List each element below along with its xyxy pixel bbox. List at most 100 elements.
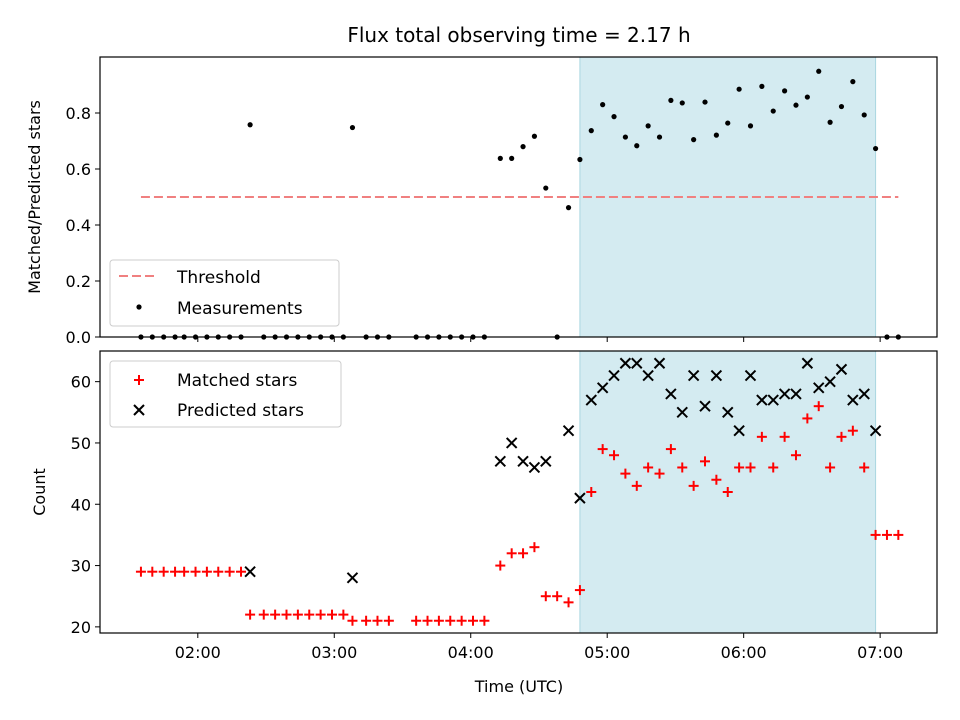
x-axis-label: Time (UTC)	[474, 677, 563, 696]
matched-star-point	[574, 585, 585, 596]
matched-star-point	[201, 566, 212, 577]
measurement-point	[782, 88, 788, 94]
matched-star-point	[790, 450, 801, 461]
predicted-star-point	[869, 424, 882, 437]
predicted-star-point	[562, 424, 575, 437]
measurement-point	[645, 123, 651, 129]
y-tick-label: 60	[71, 373, 91, 392]
predicted-star-point	[494, 455, 507, 468]
matched-star-point	[859, 462, 870, 473]
measurement-point	[838, 103, 845, 110]
legend-label: Measurements	[177, 299, 303, 319]
matched-star-point	[411, 615, 422, 626]
matched-star-point	[529, 542, 540, 553]
matched-star-point	[643, 462, 654, 473]
predicted-star-point	[778, 388, 791, 400]
bottom-plot-frame	[99, 350, 938, 634]
matched-star-point	[552, 591, 563, 602]
predicted-star-point	[824, 375, 836, 388]
matched-star-point	[224, 566, 235, 577]
predicted-star-point	[505, 437, 518, 449]
matched-star-point	[495, 560, 506, 571]
matched-star-point	[665, 444, 676, 455]
measurement-point	[247, 122, 253, 128]
matched-star-point	[722, 487, 733, 497]
measurement-point	[759, 83, 765, 89]
predicted-star-point	[244, 565, 256, 578]
measurement-point	[770, 108, 776, 114]
measurement-point	[577, 156, 583, 163]
top-panel: 0.00.20.40.60.8 Matched/Predicted stars …	[25, 56, 938, 347]
matched-star-point	[677, 462, 688, 473]
predicted-star-point	[596, 382, 609, 394]
measurement-point	[622, 134, 628, 140]
predicted-star-point	[585, 394, 597, 406]
matched-star-point	[456, 615, 467, 626]
measurement-point	[702, 99, 708, 105]
y-tick-label: 50	[71, 434, 91, 453]
matched-star-point	[147, 566, 158, 577]
bottom-y-axis-label: Count	[30, 468, 49, 516]
matched-star-point	[236, 566, 247, 577]
matched-star-point	[870, 529, 881, 540]
matched-star-point	[700, 456, 711, 467]
y-tick-label: 20	[71, 618, 91, 637]
y-tick-label: 0.2	[66, 272, 91, 291]
legend-predicted-swatch	[133, 404, 145, 416]
matched-star-point	[836, 431, 847, 442]
measurement-point	[713, 132, 719, 138]
measurement-point	[747, 123, 754, 129]
predicted-star-point	[756, 394, 768, 406]
predicted-star-point	[687, 369, 700, 382]
predicted-star-point	[722, 406, 734, 419]
measurement-point	[520, 144, 526, 150]
predicted-star-point	[710, 369, 723, 382]
predicted-star-point	[801, 357, 814, 369]
top-legend: Threshold Measurements	[109, 259, 340, 327]
measurement-point	[497, 155, 503, 161]
matched-star-point	[609, 450, 620, 461]
matched-star-point	[190, 566, 201, 577]
measurement-point	[668, 97, 674, 103]
measurement-point	[634, 143, 640, 149]
matched-star-point	[540, 591, 551, 602]
legend-matched-swatch	[134, 375, 144, 385]
matched-star-point	[620, 468, 631, 479]
predicted-star-point	[346, 572, 359, 584]
measurement-point	[611, 114, 617, 120]
matched-star-point	[361, 615, 372, 626]
matched-star-point	[779, 431, 790, 442]
matched-star-point	[258, 609, 269, 620]
predicted-star-point	[528, 461, 541, 474]
measurement-point	[600, 102, 606, 108]
chart-title: Flux total observing time = 2.17 h	[347, 23, 690, 47]
legend-frame	[109, 360, 342, 428]
matched-star-point	[270, 609, 281, 620]
measurement-point	[588, 128, 594, 134]
measurement-point	[543, 185, 549, 191]
measurement-point	[850, 79, 856, 85]
measurement-point	[861, 112, 867, 118]
matched-star-point	[433, 615, 444, 626]
matched-star-point	[304, 609, 315, 620]
measurement-point	[679, 100, 685, 106]
predicted-star-point	[699, 400, 711, 412]
measurement-point	[827, 119, 833, 125]
x-tick-label: 05:00	[584, 643, 630, 662]
x-tick-label: 06:00	[721, 643, 767, 662]
matched-star-point	[326, 609, 337, 620]
predicted-star-point	[642, 369, 654, 382]
measurement-point	[816, 68, 822, 74]
measurement-point	[872, 145, 879, 152]
matched-star-point	[170, 566, 181, 577]
measurement-point	[736, 86, 742, 92]
top-y-axis-label: Matched/Predicted stars	[25, 100, 44, 294]
matched-star-point	[881, 529, 892, 540]
matched-star-point	[597, 444, 608, 455]
matched-star-point	[315, 609, 326, 620]
matched-star-point	[847, 425, 858, 436]
matched-star-point	[688, 480, 699, 491]
measurement-point	[656, 134, 663, 140]
x-tick-label: 04:00	[448, 643, 494, 662]
